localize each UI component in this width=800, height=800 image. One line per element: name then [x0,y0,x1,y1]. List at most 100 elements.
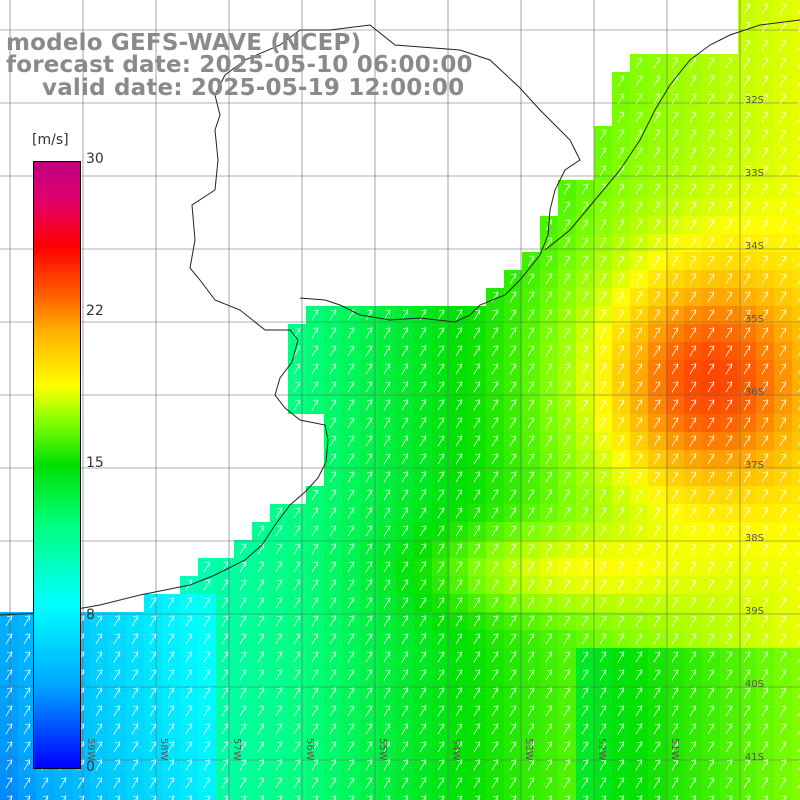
wind-arrow [113,741,121,753]
wind-arrow [221,669,229,681]
wind-arrow [581,309,589,321]
wind-arrow [725,597,733,609]
wind-arrow [563,381,571,393]
field-cell [432,792,450,800]
wind-arrow [635,219,643,231]
wind-arrow [743,759,751,771]
wind-arrow [599,399,607,411]
wind-arrow [545,669,553,681]
wind-arrow [437,705,445,717]
wind-arrow [725,255,733,267]
wind-arrow [401,669,409,681]
wind-arrow [761,507,769,519]
wind-arrow [563,741,571,753]
wind-arrow [365,363,373,375]
wind-arrow [203,669,211,681]
wind-arrow [563,651,571,663]
wind-arrow [743,129,751,141]
wind-arrow [671,183,679,195]
wind-arrow [743,723,751,735]
wind-arrow [473,579,481,591]
wind-arrow [509,435,517,447]
wind-arrow [167,705,175,717]
wind-arrow [149,633,157,645]
wind-arrow [383,381,391,393]
wind-arrow [725,273,733,285]
wind-arrow [617,291,625,303]
wind-arrow [761,327,769,339]
wind-arrow [689,111,697,123]
wind-arrow [437,345,445,357]
wind-arrow [617,309,625,321]
wind-arrow [365,615,373,627]
wind-arrow [563,291,571,303]
wind-arrow [635,111,643,123]
wind-arrow [707,759,715,771]
wind-arrow [239,669,247,681]
wind-arrow [743,57,751,69]
wind-arrow [491,669,499,681]
wind-arrow [293,579,301,591]
wind-arrow [473,327,481,339]
wind-arrow [671,507,679,519]
field-cell [792,684,800,702]
wind-arrow [671,633,679,645]
title-valid-date: valid date: 2025-05-19 12:00:00 [42,75,465,101]
field-cell [792,342,800,360]
wind-arrow [329,615,337,627]
wind-arrow [437,507,445,519]
wind-arrow [185,687,193,699]
wind-arrow [689,615,697,627]
wind-arrow [167,615,175,627]
wind-arrow [581,219,589,231]
wind-arrow [653,165,661,177]
wind-arrow [707,327,715,339]
wind-arrow [257,597,265,609]
wind-arrow [761,399,769,411]
wind-arrow [311,687,319,699]
wind-arrow [221,759,229,771]
wind-arrow [149,651,157,663]
wind-arrow [761,669,769,681]
wind-arrow [761,705,769,717]
wind-arrow [401,363,409,375]
wind-arrow [581,327,589,339]
wind-arrow [653,237,661,249]
wind-arrow [455,543,463,555]
wind-arrow [113,723,121,735]
wind-arrow [311,723,319,735]
wind-arrow [491,597,499,609]
wind-arrow [329,381,337,393]
wind-arrow [635,435,643,447]
wind-arrow [365,669,373,681]
wind-arrow [473,759,481,771]
wind-arrow [779,525,787,537]
wind-arrow [167,669,175,681]
wind-arrow [437,543,445,555]
wind-arrow [599,525,607,537]
wind-arrow [563,489,571,501]
wind-arrow [635,543,643,555]
wind-arrow [725,615,733,627]
wind-arrow [311,489,319,501]
wind-arrow [653,183,661,195]
wind-arrow [689,273,697,285]
wind-arrow [383,687,391,699]
wind-arrow [347,579,355,591]
wind-arrow [779,453,787,465]
wind-arrow [635,777,643,789]
wind-arrow [635,345,643,357]
wind-arrow [509,759,517,771]
wind-arrow [419,399,427,411]
field-cell [792,774,800,792]
field-cell [576,792,594,800]
wind-arrow [653,129,661,141]
wind-arrow [689,75,697,87]
wind-arrow [761,93,769,105]
wind-arrow [635,255,643,267]
wind-arrow [599,471,607,483]
wind-arrow [743,363,751,375]
wind-arrow [401,507,409,519]
wind-arrow [113,687,121,699]
wind-arrow [653,291,661,303]
